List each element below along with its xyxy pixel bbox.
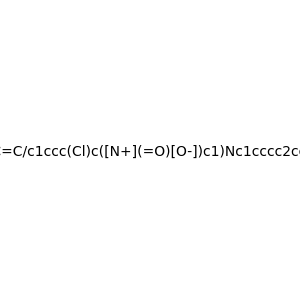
- Text: O=C(/C=C/c1ccc(Cl)c([N+](=O)[O-])c1)Nc1cccc2cccc(c12): O=C(/C=C/c1ccc(Cl)c([N+](=O)[O-])c1)Nc1c…: [0, 145, 300, 158]
